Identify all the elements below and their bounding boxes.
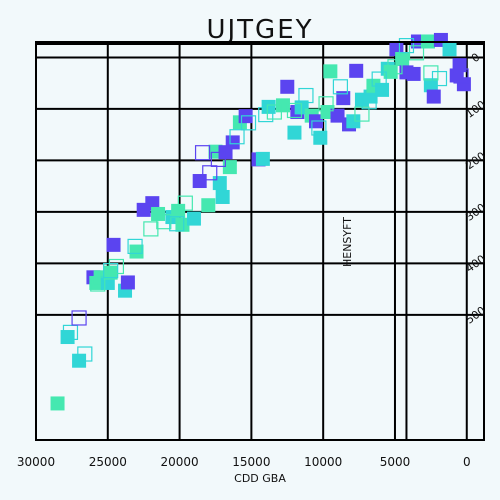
chart-title: UJTGEY: [206, 15, 313, 45]
plot-border: [35, 41, 485, 441]
data-point-filled: [452, 58, 467, 73]
data-point-filled: [103, 265, 118, 280]
x-tick-label: 30000: [17, 455, 55, 469]
data-point-filled: [330, 108, 345, 123]
data-point-filled: [225, 135, 240, 150]
data-point-filled: [171, 203, 186, 218]
x-axis-label: CDD GBA: [234, 472, 286, 485]
data-point-filled: [275, 98, 290, 113]
data-point-hollow: [194, 145, 211, 161]
data-point-hollow: [229, 129, 245, 145]
data-point-filled: [323, 64, 338, 79]
x-tick-label: 10000: [304, 455, 342, 469]
data-point-filled: [145, 196, 160, 211]
data-point-filled: [426, 89, 441, 104]
data-point-filled: [442, 42, 457, 57]
data-point-hollow: [453, 68, 469, 84]
data-point-filled: [313, 130, 328, 145]
data-points: [50, 32, 471, 411]
data-point-filled: [336, 91, 351, 106]
data-point-hollow: [431, 70, 448, 87]
data-point-filled: [175, 217, 190, 232]
data-point-hollow: [258, 106, 274, 123]
data-point-hollow: [408, 45, 425, 61]
x-tick-label: 25000: [89, 455, 127, 469]
data-point-hollow: [156, 214, 172, 230]
data-point-filled: [60, 330, 75, 345]
data-point-filled: [106, 237, 121, 252]
data-point-hollow: [286, 102, 303, 119]
data-point-hollow: [371, 71, 387, 87]
data-point-hollow: [387, 59, 403, 75]
x-tick-label: 15000: [232, 455, 270, 469]
data-point-filled: [395, 51, 410, 66]
data-point-hollow: [62, 324, 79, 340]
data-point-filled: [151, 206, 166, 221]
data-point-hollow: [71, 310, 87, 326]
data-point-hollow: [103, 263, 119, 279]
data-point-filled: [363, 89, 378, 104]
data-point-hollow: [361, 94, 377, 110]
data-point-filled: [456, 77, 471, 92]
data-point-filled: [406, 66, 421, 81]
data-point-hollow: [318, 96, 334, 112]
data-point-hollow: [90, 276, 106, 292]
plot-frame: [35, 41, 485, 441]
data-point-hollow: [77, 346, 93, 362]
data-point-filled: [255, 151, 270, 166]
data-point-hollow: [332, 79, 349, 95]
data-point-filled: [186, 211, 201, 226]
data-point-filled: [346, 114, 361, 129]
data-point-hollow: [298, 87, 314, 104]
data-point-filled: [120, 275, 135, 290]
data-point-hollow: [177, 195, 193, 211]
data-point-filled: [222, 160, 237, 175]
data-point-hollow: [311, 120, 327, 136]
data-point-hollow: [423, 65, 439, 81]
data-point-hollow: [169, 216, 185, 232]
y-axis-label: HENSYFT: [341, 217, 354, 267]
data-point-filled: [129, 244, 144, 259]
data-point-filled: [50, 396, 65, 411]
data-point-filled: [280, 79, 295, 94]
data-point-filled: [192, 174, 207, 189]
data-point-filled: [261, 99, 276, 114]
data-point-hollow: [143, 221, 159, 237]
data-point-hollow: [202, 165, 218, 181]
x-tick-label: 5000: [380, 455, 411, 469]
data-point-hollow: [266, 104, 282, 120]
data-point-filled: [423, 78, 438, 93]
data-point-hollow: [210, 151, 226, 167]
data-point-filled: [375, 82, 390, 97]
x-tick-label: 20000: [160, 455, 198, 469]
data-point-filled: [383, 64, 398, 79]
data-point-filled: [349, 63, 364, 78]
data-point-filled: [215, 189, 230, 204]
data-point-hollow: [240, 115, 257, 131]
data-point-filled: [287, 125, 302, 140]
data-point-hollow: [108, 258, 125, 275]
data-point-filled: [212, 176, 227, 191]
x-tick-label: 0: [463, 455, 471, 469]
data-point-filled: [201, 198, 216, 213]
grid: [36, 42, 484, 440]
data-point-hollow: [127, 238, 143, 255]
